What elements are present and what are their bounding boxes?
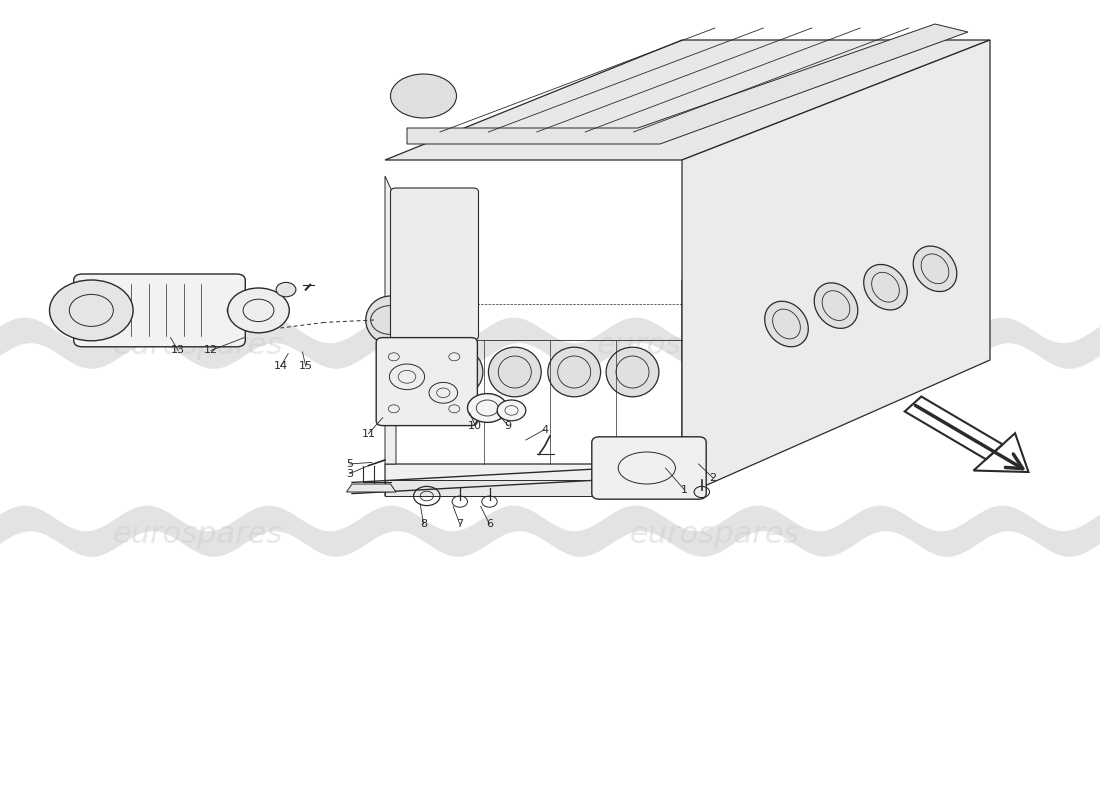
Text: eurospares: eurospares: [597, 331, 767, 360]
Ellipse shape: [913, 246, 957, 291]
Text: 11: 11: [362, 429, 375, 438]
Ellipse shape: [488, 347, 541, 397]
Text: 14: 14: [274, 362, 287, 371]
Text: 3: 3: [346, 469, 353, 478]
FancyBboxPatch shape: [74, 274, 245, 347]
Circle shape: [228, 288, 289, 333]
Ellipse shape: [390, 74, 456, 118]
Polygon shape: [682, 40, 990, 496]
Polygon shape: [385, 200, 770, 496]
Polygon shape: [385, 40, 990, 160]
Polygon shape: [385, 480, 682, 496]
Text: 1: 1: [681, 485, 688, 494]
Text: 7: 7: [456, 519, 463, 529]
Circle shape: [468, 394, 507, 422]
Circle shape: [497, 400, 526, 421]
Text: 5: 5: [346, 459, 353, 469]
Text: 12: 12: [205, 346, 218, 355]
Text: 10: 10: [469, 421, 482, 430]
Ellipse shape: [365, 296, 416, 344]
Ellipse shape: [606, 347, 659, 397]
Text: 13: 13: [172, 346, 185, 355]
FancyBboxPatch shape: [390, 188, 478, 340]
Text: eurospares: eurospares: [113, 331, 283, 360]
Ellipse shape: [764, 302, 808, 346]
Polygon shape: [385, 176, 396, 464]
Text: eurospares: eurospares: [630, 520, 800, 549]
Ellipse shape: [548, 347, 601, 397]
Polygon shape: [407, 24, 968, 144]
Text: 4: 4: [541, 425, 548, 434]
FancyBboxPatch shape: [592, 437, 706, 499]
Polygon shape: [346, 484, 396, 492]
Text: 6: 6: [486, 519, 493, 529]
Ellipse shape: [814, 283, 858, 328]
Ellipse shape: [864, 265, 907, 310]
Text: 9: 9: [505, 421, 512, 430]
Circle shape: [276, 282, 296, 297]
Text: eurospares: eurospares: [113, 520, 283, 549]
Circle shape: [50, 280, 133, 341]
Text: 15: 15: [299, 362, 312, 371]
Ellipse shape: [430, 347, 483, 397]
Text: 2: 2: [710, 473, 716, 482]
Text: 8: 8: [420, 519, 427, 529]
FancyBboxPatch shape: [376, 338, 477, 426]
